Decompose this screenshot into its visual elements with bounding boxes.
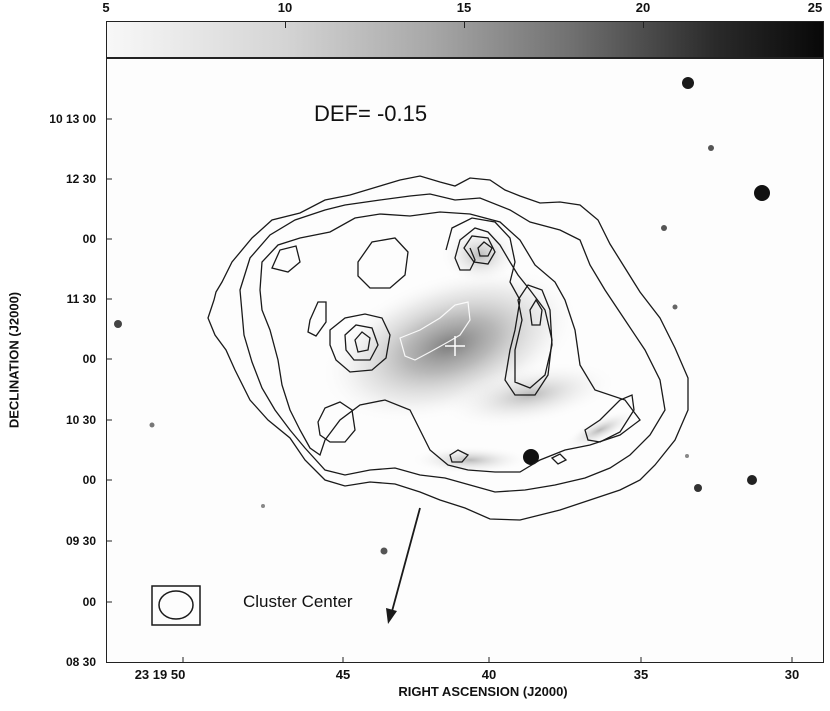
colorbar-tick-label: 10 xyxy=(277,0,293,15)
star xyxy=(261,504,265,508)
colorbar-tick xyxy=(643,21,644,28)
galaxy-spiral-arm xyxy=(563,409,637,451)
ra-tick-label: 23 19 50 xyxy=(134,667,186,682)
colorbar-tick-label: 25 xyxy=(807,0,823,15)
star xyxy=(754,185,770,201)
y-axis-title: DECLINATION (J2000) xyxy=(6,291,22,429)
hi-contour xyxy=(307,301,327,337)
dec-tick-label: 11 30 xyxy=(66,292,96,306)
galaxy-spiral-arm xyxy=(410,446,530,474)
colorbar-tick-label: 5 xyxy=(102,0,110,15)
dec-tick-label: 00 xyxy=(82,232,96,246)
galaxy-center-cross xyxy=(445,336,465,356)
hi-contour xyxy=(317,401,356,443)
hi-contour xyxy=(259,211,641,473)
dec-tick-label: 00 xyxy=(82,473,96,487)
x-axis-title: RIGHT ASCENSION (J2000) xyxy=(398,684,568,699)
star xyxy=(685,454,689,458)
hi-contour xyxy=(354,331,371,353)
dec-tick-label: 08 30 xyxy=(65,655,96,669)
beam-box xyxy=(151,585,201,626)
star xyxy=(523,449,539,465)
beam-ellipse xyxy=(158,590,194,620)
hi-contour xyxy=(550,453,568,465)
colorbar-tick xyxy=(285,21,286,28)
colorbar-tick-label: 20 xyxy=(635,0,651,15)
hi-contour xyxy=(239,193,666,493)
hi-contour xyxy=(463,235,496,265)
ra-tick-label: 30 xyxy=(784,667,800,682)
dec-tick-label: 12 30 xyxy=(65,172,96,186)
hi-contour xyxy=(449,449,470,463)
cluster-center-arrow xyxy=(386,507,421,624)
inner-light-contour xyxy=(399,301,471,361)
hi-contour xyxy=(344,324,379,361)
hi-contour-outer xyxy=(207,175,689,521)
star xyxy=(149,422,155,428)
star xyxy=(661,225,667,231)
ra-tick-label: 45 xyxy=(335,667,351,682)
hi-contour xyxy=(529,298,543,326)
star xyxy=(747,475,757,485)
dec-tick-label: 00 xyxy=(82,352,96,366)
colorbar-tick xyxy=(464,21,465,28)
star xyxy=(708,145,714,151)
dec-tick-label: 09 30 xyxy=(65,534,96,548)
hi-contour xyxy=(329,313,391,373)
hi-contour xyxy=(357,237,409,289)
ra-tick-label: 40 xyxy=(481,667,497,682)
hi-contour xyxy=(477,241,493,257)
def-annotation: DEF= -0.15 xyxy=(314,101,428,126)
hi-contour xyxy=(445,217,553,396)
colorbar-tick-label: 15 xyxy=(456,0,472,15)
dec-tick-label: 10 30 xyxy=(65,413,96,427)
hi-contour xyxy=(271,245,301,273)
cluster-center-label: Cluster Center xyxy=(243,592,353,611)
star xyxy=(694,484,702,492)
dec-tick-label: 00 xyxy=(82,595,96,609)
star xyxy=(672,304,678,310)
hi-contour xyxy=(514,284,553,389)
star xyxy=(380,547,388,555)
grayscale-colorbar xyxy=(106,21,824,58)
ra-tick-label: 35 xyxy=(633,667,649,682)
star xyxy=(682,77,694,89)
hi-contour xyxy=(584,394,635,443)
star xyxy=(114,320,122,328)
dec-tick-label: 10 13 00 xyxy=(49,112,96,126)
